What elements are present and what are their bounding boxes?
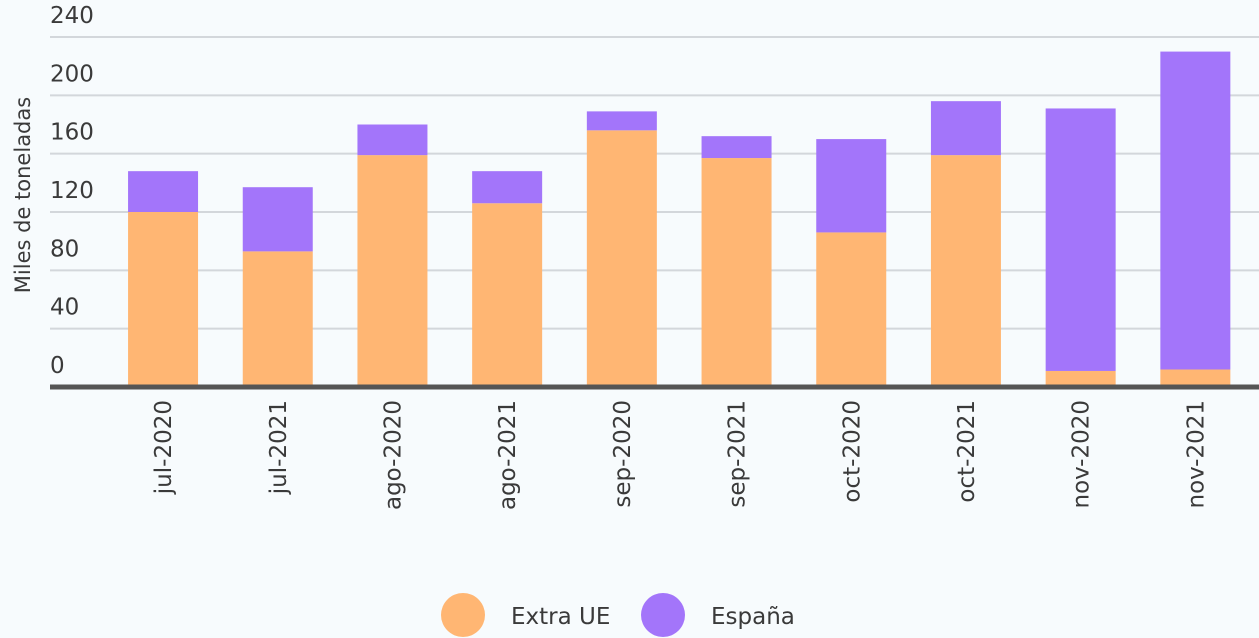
bar-segment bbox=[472, 203, 543, 387]
y-tick-label: 240 bbox=[50, 3, 94, 29]
bar-segment bbox=[1160, 51, 1231, 370]
y-axis-label: Miles de toneladas bbox=[11, 97, 35, 293]
bar-segment bbox=[930, 155, 1001, 387]
x-tick-label: sep-2021 bbox=[725, 400, 751, 508]
bar-segment bbox=[242, 251, 313, 387]
x-tick-label: ago-2021 bbox=[495, 400, 521, 510]
legend-label: Extra UE bbox=[511, 604, 610, 630]
bar-segment bbox=[128, 171, 199, 212]
y-tick-label: 160 bbox=[50, 120, 94, 146]
bar-segment bbox=[816, 232, 887, 387]
bar-segment bbox=[242, 187, 313, 252]
legend-label: España bbox=[711, 604, 795, 630]
bar-segment bbox=[816, 139, 887, 233]
bar-segment bbox=[586, 111, 657, 131]
y-tick-label: 40 bbox=[50, 295, 79, 321]
bar-segment bbox=[701, 136, 772, 159]
x-tick-label: jul-2020 bbox=[151, 400, 177, 495]
y-tick-label: 0 bbox=[50, 353, 65, 379]
bar-segment bbox=[1160, 369, 1231, 387]
legend-swatch bbox=[641, 593, 685, 637]
bar-segment bbox=[1045, 370, 1116, 387]
x-tick-label: nov-2020 bbox=[1069, 400, 1095, 508]
y-tick-label: 200 bbox=[50, 61, 94, 87]
legend-swatch bbox=[441, 593, 485, 637]
x-tick-label: ago-2020 bbox=[380, 400, 406, 510]
bar-segment bbox=[1045, 108, 1116, 371]
y-tick-label: 120 bbox=[50, 178, 94, 204]
bar-segment bbox=[357, 155, 428, 387]
x-tick-label: jul-2021 bbox=[266, 400, 292, 495]
y-tick-label: 80 bbox=[50, 236, 79, 262]
x-tick-label: oct-2021 bbox=[954, 400, 980, 503]
bar-segment bbox=[586, 130, 657, 388]
bar-segment bbox=[357, 124, 428, 156]
bar-segment bbox=[472, 171, 543, 204]
x-tick-label: oct-2020 bbox=[839, 400, 865, 503]
x-tick-label: nov-2021 bbox=[1183, 400, 1209, 508]
bar-segment bbox=[701, 158, 772, 387]
x-tick-label: sep-2020 bbox=[610, 400, 636, 508]
bar-segment bbox=[128, 212, 199, 387]
bar-segment bbox=[930, 101, 1001, 156]
